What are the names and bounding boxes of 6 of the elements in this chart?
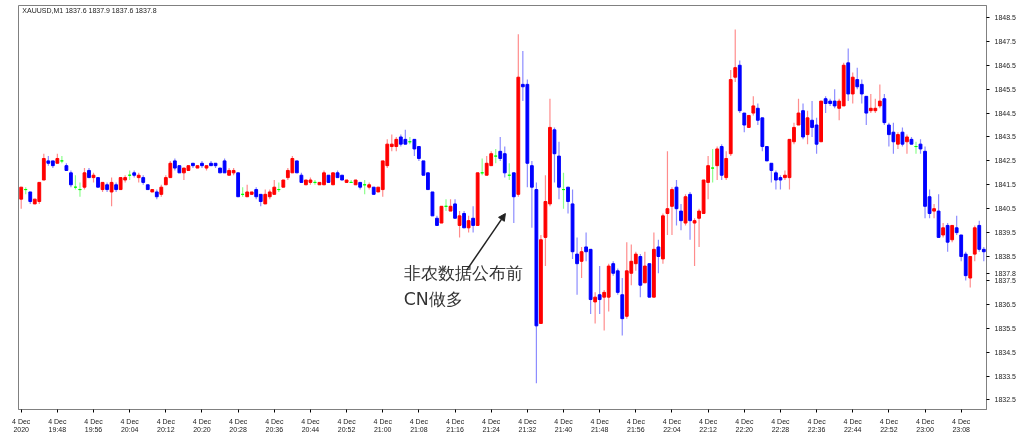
candlestick: [932, 203, 936, 219]
annotation: 非农数据公布前 CN做多: [403, 262, 523, 309]
candlestick: [430, 191, 435, 217]
candlestick: [182, 167, 186, 181]
candlestick: [236, 172, 241, 198]
candlestick: [59, 155, 64, 164]
